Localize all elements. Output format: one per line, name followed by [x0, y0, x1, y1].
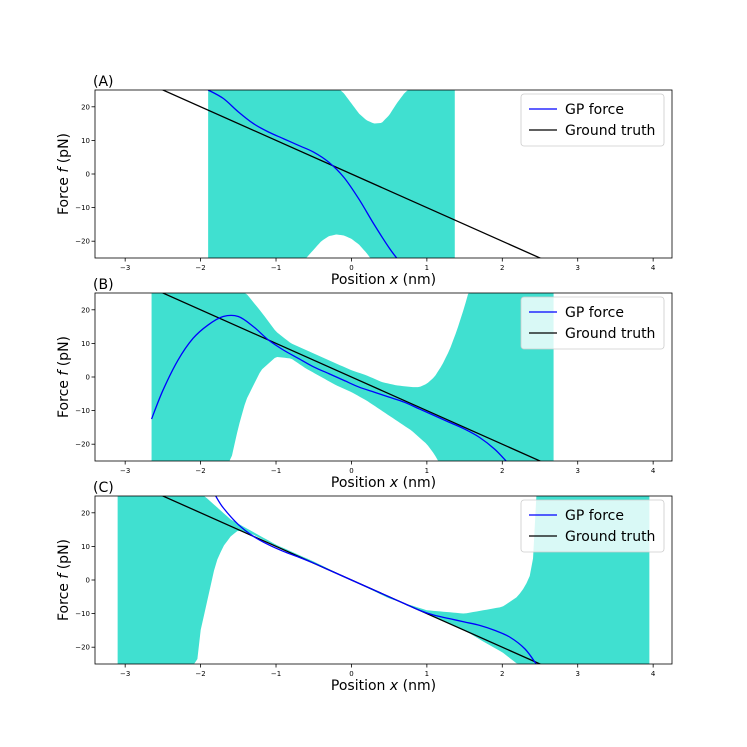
y-tick-label: 0 [86, 577, 90, 585]
x-tick-label: −1 [271, 264, 281, 272]
legend-gp-force-label: GP force [565, 102, 624, 118]
legend-box [520, 93, 665, 147]
x-tick-label: 1 [425, 467, 429, 475]
x-tick-label: 4 [651, 467, 656, 475]
x-tick-label: 1 [425, 670, 429, 678]
x-tick-label: 0 [349, 467, 353, 475]
x-tick-label: 1 [425, 264, 429, 272]
x-tick-label: −3 [120, 264, 130, 272]
x-axis-label: Position x (nm) [331, 475, 436, 491]
x-tick-label: 3 [575, 467, 579, 475]
y-tick-label: −10 [75, 204, 90, 212]
x-tick-label: −3 [120, 467, 130, 475]
x-tick-label: −3 [120, 670, 130, 678]
legend: GP force Ground truth [520, 499, 665, 553]
y-tick-label: −10 [75, 610, 90, 618]
x-tick-label: 2 [500, 670, 504, 678]
confidence-band [117, 496, 650, 664]
y-tick-label: 0 [86, 171, 90, 179]
x-tick-label: 2 [500, 467, 504, 475]
confidence-band [208, 90, 455, 258]
legend-box [520, 499, 665, 553]
x-tick-label: −2 [195, 467, 205, 475]
y-tick-label: −20 [75, 441, 90, 449]
y-tick-label: −20 [75, 644, 90, 652]
legend-ground-truth-label: Ground truth [565, 529, 655, 545]
y-axis-label: Force f (pN) [56, 133, 72, 215]
x-tick-label: −1 [271, 670, 281, 678]
ground-truth-line [161, 90, 542, 258]
legend-box [520, 296, 665, 350]
gp-force-line [207, 90, 398, 258]
plot-area [150, 293, 554, 461]
y-axis-label: Force f (pN) [56, 336, 72, 418]
x-tick-label: −2 [195, 264, 205, 272]
plot-area [161, 90, 542, 258]
y-tick-label: 0 [86, 374, 90, 382]
y-tick-label: 10 [81, 340, 90, 348]
x-tick-label: −2 [195, 670, 205, 678]
legend-gp-force-label: GP force [565, 508, 624, 524]
panel-label: (A) [93, 74, 114, 90]
gp-force-line [150, 314, 507, 461]
y-tick-label: −20 [75, 238, 90, 246]
x-tick-label: 3 [575, 670, 579, 678]
legend-gp-force-label: GP force [565, 305, 624, 321]
x-axis-label: Position x (nm) [331, 272, 436, 288]
plot-area [117, 496, 650, 664]
ground-truth-line [161, 293, 542, 461]
x-tick-label: 0 [349, 264, 353, 272]
x-tick-label: 4 [651, 670, 656, 678]
panel-label: (B) [93, 277, 114, 293]
x-tick-label: 0 [349, 670, 353, 678]
x-tick-label: 2 [500, 264, 504, 272]
y-tick-label: 10 [81, 543, 90, 551]
legend-ground-truth-label: Ground truth [565, 123, 655, 139]
y-tick-label: 20 [81, 509, 90, 517]
x-axis-label: Position x (nm) [331, 678, 436, 694]
gp-force-line [215, 496, 537, 664]
legend-ground-truth-label: Ground truth [565, 326, 655, 342]
y-tick-label: −10 [75, 407, 90, 415]
legend: GP force Ground truth [520, 93, 665, 147]
x-tick-label: 4 [651, 264, 656, 272]
y-tick-label: 10 [81, 137, 90, 145]
y-tick-label: 20 [81, 103, 90, 111]
panel-label: (C) [93, 480, 114, 496]
y-axis-label: Force f (pN) [56, 539, 72, 621]
x-tick-label: −1 [271, 467, 281, 475]
x-tick-label: 3 [575, 264, 579, 272]
legend: GP force Ground truth [520, 296, 665, 350]
y-tick-label: 20 [81, 306, 90, 314]
